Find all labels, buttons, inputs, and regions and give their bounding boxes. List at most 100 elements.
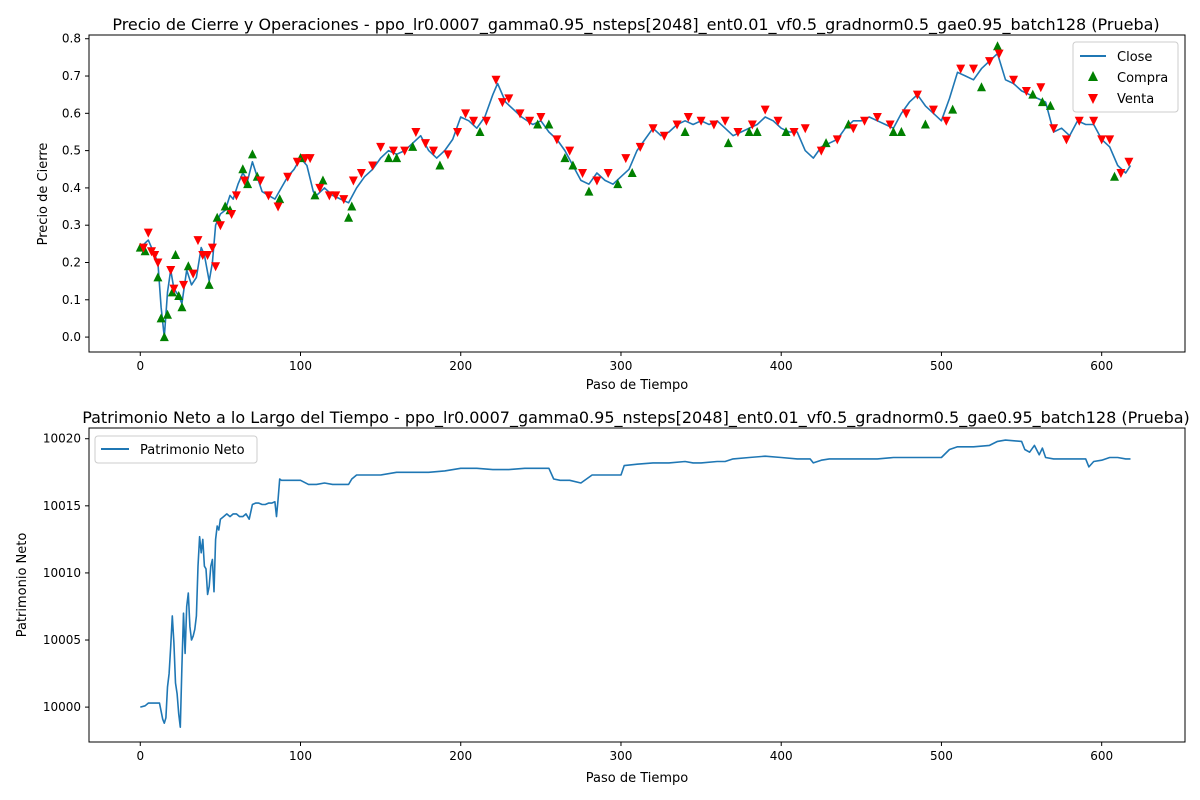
- venta-marker: [1036, 83, 1046, 93]
- venta-marker: [985, 57, 995, 67]
- legend-compra-swatch: [1088, 71, 1098, 81]
- x-tick-label: 500: [930, 749, 953, 763]
- venta-marker: [283, 172, 293, 182]
- venta-marker: [179, 280, 189, 290]
- x-tick-label: 0: [136, 749, 144, 763]
- venta-marker: [211, 262, 221, 272]
- venta-marker: [388, 146, 398, 156]
- y-tick-label: 0.0: [62, 330, 81, 344]
- y-tick-label: 0.8: [62, 32, 81, 46]
- compra-marker: [243, 179, 253, 189]
- compra-marker: [220, 201, 230, 211]
- venta-marker: [169, 284, 179, 294]
- price-y-ticks: 0.0 0.1 0.2 0.3 0.4 0.5 0.6 0.7 0.8: [62, 32, 89, 344]
- compra-marker: [275, 194, 285, 204]
- compra-marker: [627, 167, 637, 177]
- venta-marker: [1116, 168, 1126, 178]
- venta-marker: [429, 146, 439, 156]
- equity-legend-box: [94, 435, 258, 464]
- compra-marker: [920, 119, 930, 129]
- venta-marker: [1049, 124, 1059, 134]
- compra-marker: [392, 153, 402, 163]
- price-chart-title: Precio de Cierre y Operaciones - ppo_lr0…: [112, 15, 1159, 35]
- venta-marker: [461, 109, 471, 119]
- compra-marker: [584, 186, 594, 196]
- venta-marker: [773, 116, 783, 126]
- compra-marker: [408, 141, 418, 151]
- equity-x-ticks: 0 100 200 300 400 500 600: [136, 742, 1113, 763]
- compra-marker: [1045, 100, 1055, 110]
- venta-marker: [420, 139, 430, 149]
- venta-marker: [481, 116, 491, 126]
- venta-marker: [356, 168, 366, 178]
- venta-marker: [143, 228, 153, 238]
- venta-marker: [376, 142, 386, 152]
- y-tick-label: 0.7: [62, 69, 81, 83]
- compra-marker: [1028, 89, 1038, 99]
- venta-marker: [150, 251, 160, 261]
- price-plot-area: [135, 41, 1134, 342]
- equity-y-axis-label: Patrimonio Neto: [15, 533, 30, 638]
- price-x-ticks: 0 100 200 300 400 500 600: [136, 352, 1113, 373]
- venta-marker: [193, 236, 203, 246]
- compra-marker: [723, 138, 733, 148]
- venta-marker: [733, 127, 743, 137]
- compra-marker: [896, 126, 906, 136]
- venta-marker: [872, 113, 882, 123]
- venta-marker: [885, 120, 895, 130]
- venta-marker: [648, 124, 658, 134]
- venta-marker: [789, 127, 799, 137]
- compra-marker: [159, 332, 169, 342]
- equity-legend: Patrimonio Neto: [94, 435, 258, 464]
- venta-marker: [536, 113, 546, 123]
- compra-marker: [977, 82, 987, 92]
- legend-compra-label: Compra: [1117, 71, 1168, 86]
- equity-axes-frame: [88, 427, 1186, 743]
- legend-equity-label: Patrimonio Neto: [140, 443, 245, 458]
- venta-marker: [1074, 116, 1084, 126]
- close-line: [139, 52, 1132, 338]
- y-tick-label: 10015: [43, 499, 81, 513]
- compra-marker: [948, 104, 958, 114]
- x-tick-label: 300: [610, 359, 633, 373]
- venta-marker: [912, 90, 922, 100]
- y-tick-label: 0.6: [62, 106, 81, 120]
- compra-marker: [744, 126, 754, 136]
- venta-marker: [672, 120, 682, 130]
- venta-marker: [621, 154, 631, 164]
- x-tick-label: 500: [930, 359, 953, 373]
- x-tick-label: 100: [289, 359, 312, 373]
- compra-marker: [533, 119, 543, 129]
- compra-marker: [167, 287, 177, 297]
- venta-marker: [215, 221, 225, 231]
- compra-marker: [613, 179, 623, 189]
- venta-marker: [901, 109, 911, 119]
- venta-marker: [659, 131, 669, 141]
- x-tick-label: 600: [1090, 749, 1113, 763]
- compra-marker: [1109, 171, 1119, 181]
- x-tick-label: 300: [610, 749, 633, 763]
- venta-marker: [941, 116, 951, 126]
- compra-marker: [156, 313, 166, 323]
- compra-marker: [752, 126, 762, 136]
- venta-marker: [515, 109, 525, 119]
- price-chart: Precio de Cierre y Operaciones - ppo_lr0…: [36, 15, 1186, 393]
- y-tick-label: 0.5: [62, 144, 81, 158]
- x-tick-label: 600: [1090, 359, 1113, 373]
- compra-marker: [140, 246, 150, 256]
- legend-close-label: Close: [1117, 50, 1152, 65]
- venta-marker: [1105, 135, 1115, 145]
- venta-marker: [153, 258, 163, 268]
- compra-marker: [821, 138, 831, 148]
- x-tick-label: 100: [289, 749, 312, 763]
- venta-marker: [469, 116, 479, 126]
- venta-marker: [1097, 135, 1107, 145]
- venta-marker: [603, 168, 613, 178]
- venta-marker: [747, 120, 757, 130]
- y-tick-label: 10010: [43, 566, 81, 580]
- venta-marker: [348, 176, 358, 186]
- venta-marker: [1061, 135, 1071, 145]
- compra-marker: [344, 212, 354, 222]
- venta-marker: [928, 105, 938, 115]
- venta-marker: [411, 127, 421, 137]
